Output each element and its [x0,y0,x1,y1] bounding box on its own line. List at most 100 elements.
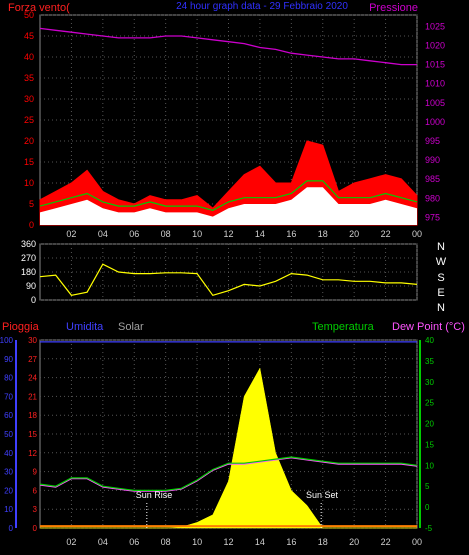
direction-y-tick: 0 [31,295,36,305]
temperature-y-tick: 35 [425,357,434,366]
p1-x-tick: 10 [192,229,202,239]
p3-x-tick: 22 [381,537,391,547]
avg-wind-area [40,187,417,225]
temperature-y-tick: 30 [425,378,434,387]
wind-direction-panel: 0 90 180 270 360 [21,239,418,305]
rain-y-tick: 3 [33,505,38,514]
pressure-y-tick: 995 [425,136,440,146]
pressure-y-tick: 1025 [425,21,445,31]
humidity-y-tick: 50 [4,430,13,439]
temperature-y-tick: 25 [425,399,434,408]
humidity-y-tick: 80 [4,374,13,383]
wind-y-tick: 5 [29,199,34,209]
p1-x-tick: 06 [129,229,139,239]
pressure-y-tick: 1010 [425,79,445,89]
p1-x-tick: 14 [255,229,265,239]
humidity-y-tick: 60 [4,411,13,420]
temperature-y-tick: 0 [425,503,430,512]
wind-y-tick: 35 [24,73,34,83]
wind-y-tick: 30 [24,94,34,104]
temperature-label: Temperatura [312,321,375,333]
wind-y-tick: 25 [24,115,34,125]
avg-wind-line [39,180,418,211]
p1-x-tick: 00 [412,229,422,239]
temperature-line [39,456,418,491]
direction-line [39,263,418,296]
p3-x-tick: 04 [98,537,108,547]
rain-y-tick: 9 [33,468,38,477]
solar-label: Solar [118,321,144,333]
pressure-line [39,27,417,66]
p3-x-tick: 20 [349,537,359,547]
humidity-y-tick: 70 [4,392,13,401]
humidity-y-tick: 100 [0,336,14,345]
pressure-y-tick: 975 [425,212,440,222]
compass-w: W [436,256,447,268]
pressure-y-tick: 1005 [425,98,445,108]
sunset-label: Sun Set [306,490,339,500]
wind-y-tick: 20 [24,136,34,146]
rain-label: Pioggia [2,321,40,333]
direction-y-tick: 270 [21,253,36,263]
humidity-y-tick: 40 [4,449,13,458]
rain-y-tick: 6 [33,486,38,495]
direction-y-tick: 360 [21,239,36,249]
dew-point-line [39,457,418,492]
rain-humidity-solar-temp-panel: 0102030405060708090100036912151821242730… [0,336,434,547]
temperature-y-tick: 10 [425,461,434,470]
humidity-label: Umidita [66,321,104,333]
temperature-y-tick: 20 [425,420,434,429]
temperature-y-tick: 5 [425,482,430,491]
humidity-y-tick: 90 [4,355,13,364]
wind-y-tick: 40 [24,52,34,62]
pressure-y-tick: 1015 [425,60,445,70]
dew-point-label: Dew Point (°C) [392,321,465,333]
wind-y-tick: 10 [24,178,34,188]
temperature-y-tick: 15 [425,440,434,449]
solar-area [40,367,417,529]
rain-y-tick: 21 [28,392,37,401]
wind-y-tick: 45 [24,31,34,41]
rain-y-tick: 30 [28,336,37,345]
compass-e: E [437,287,444,299]
humidity-y-tick: 0 [9,524,14,533]
p3-x-tick: 18 [318,537,328,547]
p3-x-tick: 00 [412,537,422,547]
pressure-y-tick: 1020 [425,41,445,51]
compass-n-bottom: N [437,302,445,314]
rain-y-tick: 18 [28,411,37,420]
rain-y-tick: 27 [28,355,37,364]
sunrise-label: Sun Rise [136,490,173,500]
rain-y-tick: 12 [28,449,37,458]
rain-y-tick: 0 [33,524,38,533]
p1-x-tick: 16 [286,229,296,239]
wind-y-tick: 0 [29,220,34,230]
wind-y-tick: 50 [24,10,34,20]
p3-x-tick: 10 [192,537,202,547]
direction-y-tick: 90 [26,281,36,291]
pressure-label: Pressione [369,2,418,14]
p3-x-tick: 14 [255,537,265,547]
p3-x-tick: 12 [223,537,233,547]
rain-y-tick: 24 [28,374,37,383]
p1-x-tick: 20 [349,229,359,239]
wind-y-tick: 15 [24,157,34,167]
compass-n-top: N [437,241,445,253]
p1-x-tick: 08 [161,229,171,239]
p3-x-tick: 16 [286,537,296,547]
rain-y-tick: 15 [28,430,37,439]
temperature-y-tick: 40 [425,336,434,345]
pressure-y-tick: 1000 [425,117,445,127]
p3-x-tick: 02 [66,537,76,547]
humidity-y-tick: 30 [4,468,13,477]
pressure-y-tick: 980 [425,193,440,203]
p3-x-tick: 06 [129,537,139,547]
p1-x-tick: 18 [318,229,328,239]
p1-x-tick: 12 [223,229,233,239]
wind-pressure-panel: 0510152025303540455097598098599099510001… [24,10,445,239]
p1-x-tick: 04 [98,229,108,239]
humidity-y-tick: 20 [4,486,13,495]
compass-s: S [437,272,444,284]
pressure-y-tick: 985 [425,174,440,184]
